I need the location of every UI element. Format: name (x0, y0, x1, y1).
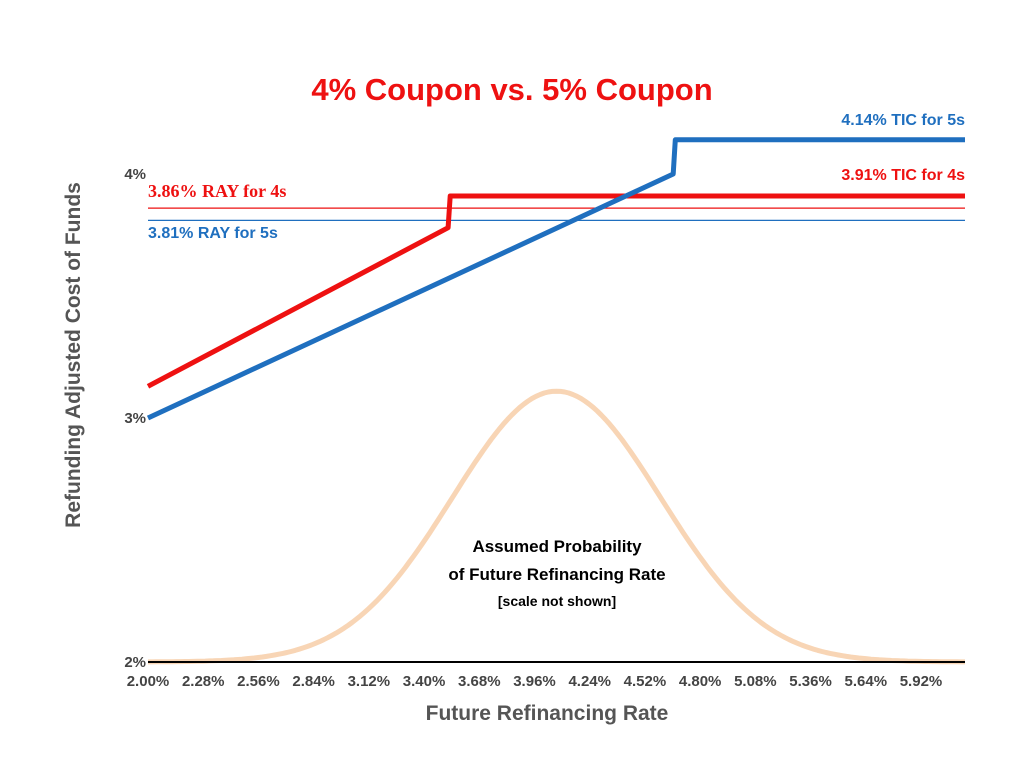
x-tick-label: 2.56% (237, 673, 280, 690)
x-tick-label: 5.64% (845, 673, 888, 690)
y-axis-title: Refunding Adjusted Cost of Funds (62, 182, 85, 528)
y-tick-label: 3% (124, 410, 146, 427)
tic-4s-label: 3.91% TIC for 4s (841, 167, 965, 184)
x-tick-label: 2.84% (292, 673, 335, 690)
distribution-label-line1: Assumed Probability (472, 537, 642, 556)
distribution-labels: Assumed Probability of Future Refinancin… (448, 537, 665, 609)
reference-lines (148, 207, 965, 221)
series-line-5s (146, 137, 965, 421)
x-axis-title: Future Refinancing Rate (426, 702, 669, 725)
x-tick-label: 5.92% (900, 673, 943, 690)
x-tick-label: 4.80% (679, 673, 722, 690)
x-tick-label: 5.08% (734, 673, 777, 690)
x-tick-label: 3.40% (403, 673, 446, 690)
y-ticks: 2% 3% 4% (124, 166, 146, 671)
x-tick-label: 3.12% (348, 673, 391, 690)
x-tick-label: 3.68% (458, 673, 501, 690)
x-tick-label: 4.52% (624, 673, 667, 690)
ray-5s-label: 3.81% RAY for 5s (148, 225, 278, 242)
probability-distribution (148, 388, 965, 665)
ray-4s-label: 3.86% RAY for 4s (148, 181, 286, 201)
x-tick-label: 4.24% (568, 673, 611, 690)
x-tick-label: 2.00% (127, 673, 170, 690)
y-tick-label: 4% (124, 166, 146, 183)
tic-5s-label: 4.14% TIC for 5s (841, 112, 965, 129)
chart-title: 4% Coupon vs. 5% Coupon (311, 72, 712, 107)
series-line-4s (146, 193, 965, 389)
x-tick-label: 3.96% (513, 673, 556, 690)
distribution-curve (148, 388, 965, 665)
y-tick-label: 2% (124, 654, 146, 671)
annotations: 3.86% RAY for 4s 3.81% RAY for 5s 4.14% … (148, 112, 965, 242)
distribution-label-line2: of Future Refinancing Rate (448, 565, 665, 584)
distribution-label-line3: [scale not shown] (498, 593, 616, 609)
x-tick-label: 5.36% (789, 673, 832, 690)
x-tick-label: 2.28% (182, 673, 225, 690)
series-lines (146, 137, 965, 421)
x-ticks: 2.00% 2.28% 2.56% 2.84% 3.12% 3.40% 3.68% 3.96%… (127, 673, 943, 690)
